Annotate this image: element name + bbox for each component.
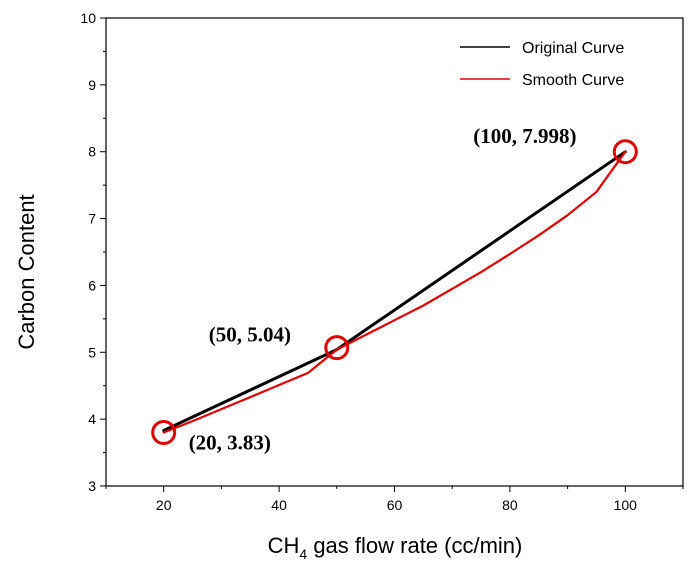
y-tick-label: 4 xyxy=(88,411,96,427)
point-marker xyxy=(151,420,177,446)
y-tick-label: 3 xyxy=(88,478,96,494)
point-marker xyxy=(324,335,350,361)
x-axis-title-subscript: 4 xyxy=(299,546,307,562)
y-tick-label: 6 xyxy=(88,277,96,293)
series-line-original xyxy=(162,150,627,432)
y-tick-label: 10 xyxy=(80,10,96,26)
annotation-group: (20, 3.83) (50, 5.04) (100, 7.998) xyxy=(189,124,577,455)
y-tick-label: 5 xyxy=(88,344,96,360)
x-axis-title-main: CH xyxy=(268,533,300,558)
x-axis-title: CH4 gas flow rate (cc/min) xyxy=(268,533,523,562)
point-annotation: (20, 3.83) xyxy=(189,431,271,455)
x-tick-label: 60 xyxy=(387,497,403,513)
marker-group xyxy=(151,139,638,446)
x-axis-title-rest: gas flow rate (cc/min) xyxy=(307,533,522,558)
legend: Original Curve Smooth Curve xyxy=(460,40,624,89)
legend-label-original: Original Curve xyxy=(522,40,624,57)
series-line-smooth xyxy=(162,150,627,434)
y-tick-label: 9 xyxy=(88,77,96,93)
point-annotation: (100, 7.998) xyxy=(473,124,576,148)
x-tick-label: 80 xyxy=(502,497,518,513)
point-marker xyxy=(612,139,638,165)
x-tick-label: 20 xyxy=(156,497,172,513)
x-tick-label: 100 xyxy=(614,497,638,513)
y-axis: 3 4 5 6 7 8 9 10 xyxy=(80,10,106,494)
x-tick-label: 40 xyxy=(271,497,287,513)
y-tick-label: 8 xyxy=(88,144,96,160)
legend-label-smooth: Smooth Curve xyxy=(522,72,624,89)
point-annotation: (50, 5.04) xyxy=(209,323,291,347)
y-axis-title: Carbon Content xyxy=(14,194,39,349)
x-axis: 20 40 60 80 100 xyxy=(105,486,684,513)
y-tick-label: 7 xyxy=(88,211,96,227)
series-group xyxy=(162,150,627,434)
